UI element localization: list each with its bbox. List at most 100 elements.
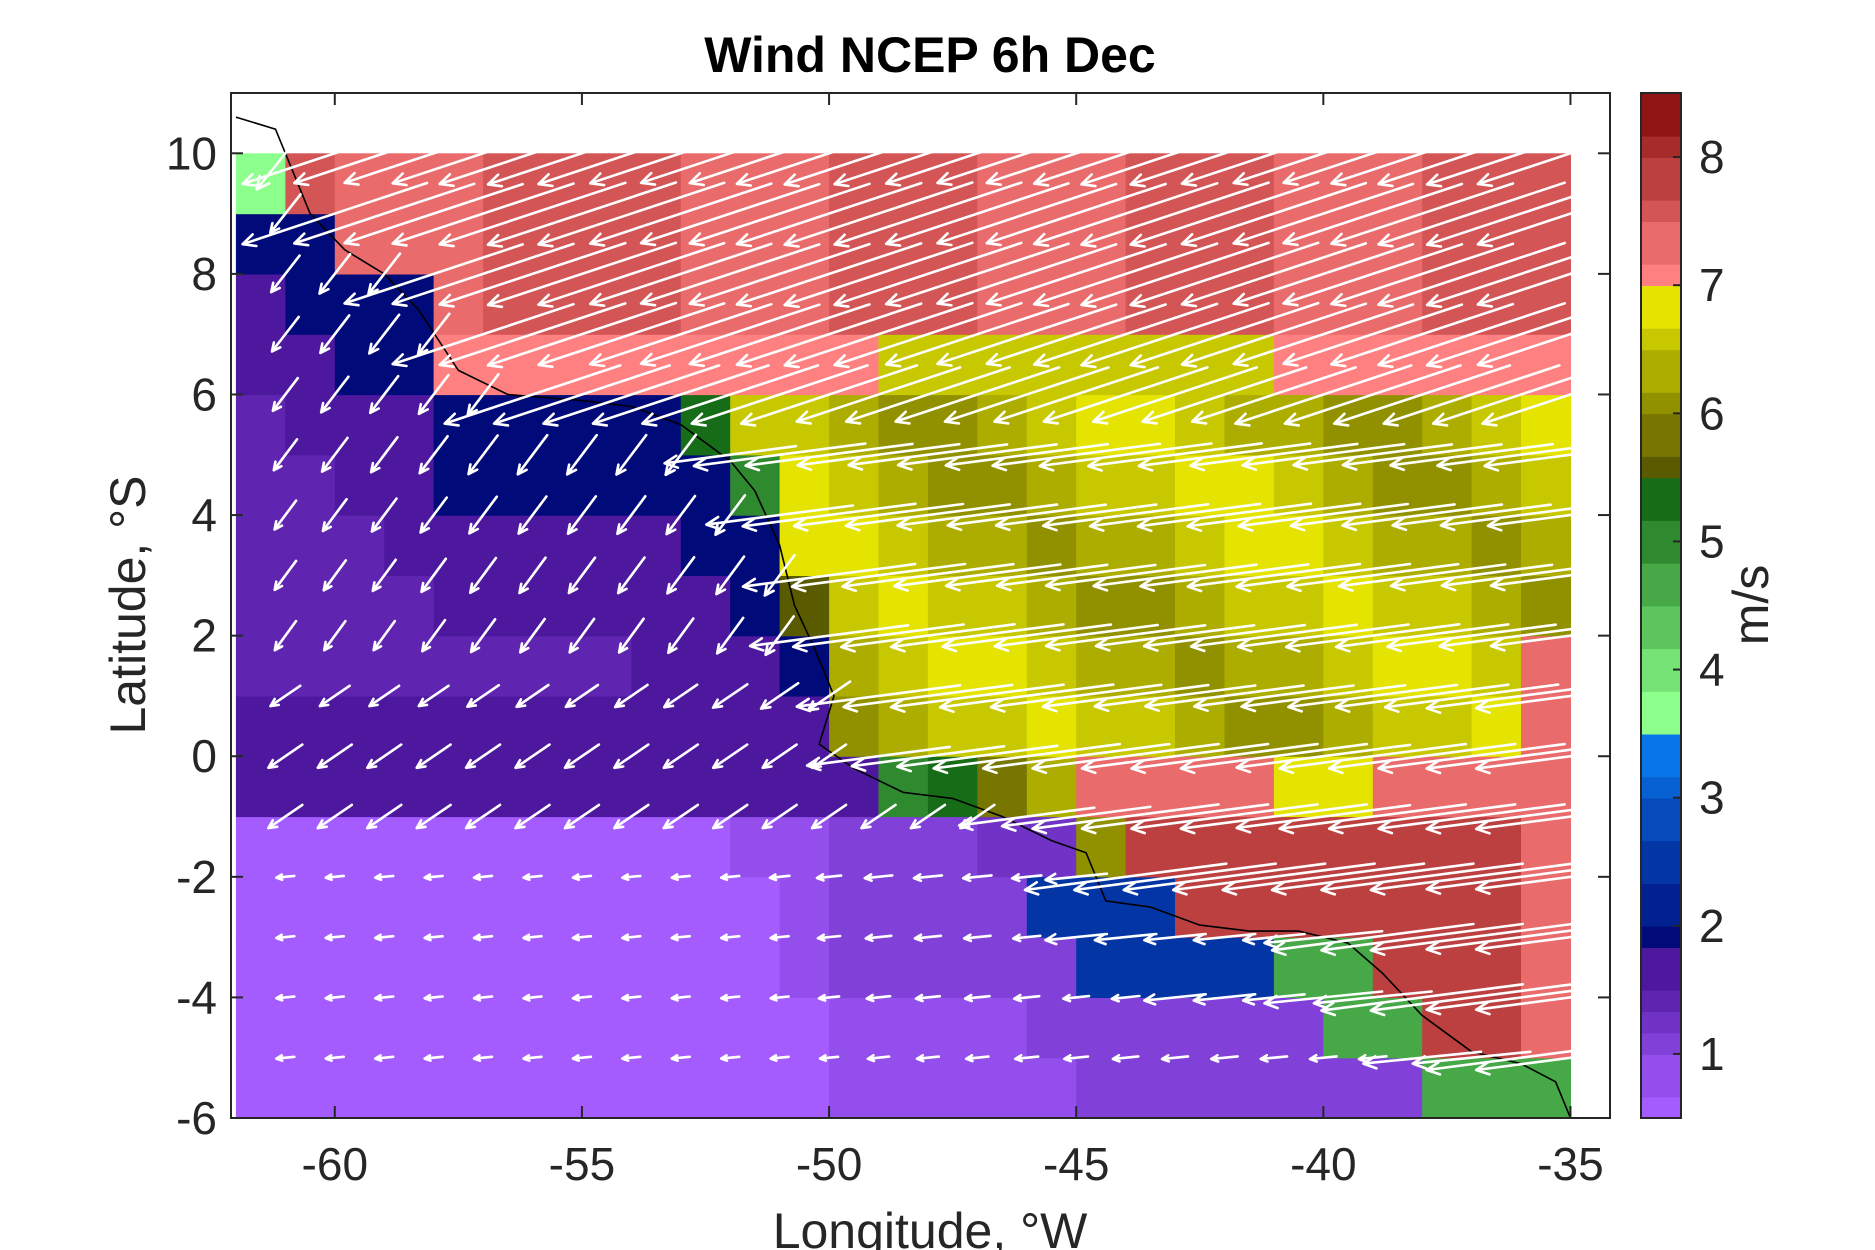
wind-arrow (1080, 241, 1270, 308)
wind-arrow (391, 182, 575, 247)
x-tick-label: -35 (1537, 1138, 1603, 1190)
wind-arrow (1377, 742, 1566, 775)
wind-arrow (1160, 1054, 1190, 1063)
wind-arrow (492, 364, 672, 427)
wind-arrow (817, 993, 841, 1002)
wind-arrow (1180, 181, 1368, 248)
wind-arrow (1092, 366, 1259, 425)
speed-cell (334, 816, 385, 878)
wind-arrow (1232, 303, 1415, 367)
speed-cell (285, 1057, 336, 1118)
colorbar-tick-label: 2 (1699, 900, 1725, 952)
wind-arrow (1232, 182, 1415, 247)
wind-arrow (957, 806, 1096, 832)
wind-arrow (615, 433, 648, 476)
wind-arrow (1080, 121, 1270, 188)
wind-arrow (1286, 562, 1460, 593)
wind-arrow (616, 556, 646, 595)
wind-arrow (417, 373, 450, 416)
wind-arrow (537, 181, 726, 248)
speed-cell (1076, 1057, 1127, 1118)
speed-cell (631, 997, 682, 1059)
wind-arrow (688, 122, 871, 187)
wind-arrow (1189, 623, 1358, 653)
wind-arrow (715, 555, 746, 596)
speed-cell (680, 876, 731, 938)
wind-arrow (1144, 684, 1305, 712)
colorbar-swatch (1641, 669, 1681, 692)
colorbar-swatch (1641, 157, 1681, 180)
speed-cell (235, 997, 286, 1059)
wind-arrow (961, 873, 993, 883)
speed-cell (977, 876, 1028, 938)
wind-arrow (472, 993, 494, 1002)
wind-arrow (1044, 872, 1109, 886)
wind-arrow (343, 243, 524, 307)
wind-arrow (537, 121, 726, 188)
colorbar-swatch (1641, 1032, 1681, 1055)
wind-arrow (1044, 932, 1109, 946)
wind-arrow (818, 1054, 840, 1062)
wind-arrow (1474, 749, 1610, 775)
speed-cell (977, 937, 1028, 998)
wind-arrow (1038, 442, 1213, 472)
speed-cell (483, 997, 534, 1059)
speed-cell (581, 937, 632, 998)
wind-arrow (423, 933, 444, 942)
wind-arrow (1232, 242, 1415, 307)
wind-arrow (1377, 302, 1566, 369)
speed-cell (927, 816, 978, 878)
wind-arrow (324, 993, 345, 1002)
wind-arrow (720, 993, 741, 1002)
wind-arrow (571, 933, 593, 942)
wind-arrow (664, 433, 698, 477)
wind-arrow (571, 1054, 593, 1062)
wind-arrow (522, 933, 543, 942)
wind-arrow (1369, 983, 1574, 1017)
x-tick-label: -45 (1043, 1138, 1109, 1190)
wind-arrow (938, 683, 1115, 713)
wind-arrow (1143, 932, 1207, 946)
wind-arrow (944, 442, 1110, 472)
wind-arrow (1425, 243, 1610, 309)
wind-arrow (1330, 302, 1515, 368)
wind-arrow (1088, 502, 1262, 532)
wind-arrow (316, 803, 354, 830)
wind-arrow (720, 873, 741, 882)
speed-cell (532, 997, 583, 1059)
speed-cell (334, 997, 385, 1059)
wind-arrow (613, 743, 650, 770)
wind-arrow (1000, 805, 1152, 832)
wind-arrow (1341, 443, 1503, 471)
wind-arrow (741, 562, 917, 593)
speed-cell (433, 816, 484, 878)
chart-title: Wind NCEP 6h Dec (704, 27, 1156, 83)
wind-arrow (1282, 182, 1464, 247)
wind-arrow (368, 374, 400, 415)
wind-arrow (963, 993, 991, 1003)
wind-arrow (739, 364, 919, 427)
wind-arrow (421, 618, 447, 653)
wind-arrow (374, 993, 395, 1002)
wind-arrow (860, 803, 897, 830)
wind-arrow (1137, 442, 1312, 472)
wind-arrow (1190, 366, 1357, 425)
wind-arrow (343, 122, 524, 186)
speed-cell (384, 997, 435, 1059)
speed-cell (285, 756, 336, 818)
colorbar-swatch (1641, 285, 1681, 308)
wind-arrow (1210, 1054, 1239, 1063)
wind-arrow (1476, 259, 1610, 308)
wind-arrow (438, 241, 627, 308)
wind-arrow (1489, 629, 1610, 652)
wind-arrow (735, 181, 923, 248)
speed-cell (384, 756, 435, 818)
wind-arrow (1235, 803, 1412, 834)
wind-arrow (370, 497, 398, 533)
wind-arrow (318, 252, 352, 295)
wind-arrow (985, 303, 1167, 367)
wind-arrow (896, 503, 1059, 532)
speed-cell (1521, 997, 1571, 1059)
speed-cell (532, 876, 583, 938)
speed-cell (532, 937, 583, 998)
